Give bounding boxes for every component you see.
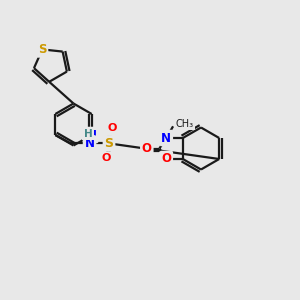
Text: CH₃: CH₃ — [176, 119, 194, 129]
Text: H: H — [84, 129, 92, 139]
Text: N: N — [87, 128, 97, 142]
Text: O: O — [142, 142, 152, 155]
Text: N: N — [85, 137, 94, 150]
Text: S: S — [104, 137, 113, 150]
Text: S: S — [38, 43, 46, 56]
Text: O: O — [101, 153, 111, 164]
Text: O: O — [161, 152, 171, 166]
Text: O: O — [107, 123, 117, 134]
Text: N: N — [161, 131, 171, 145]
